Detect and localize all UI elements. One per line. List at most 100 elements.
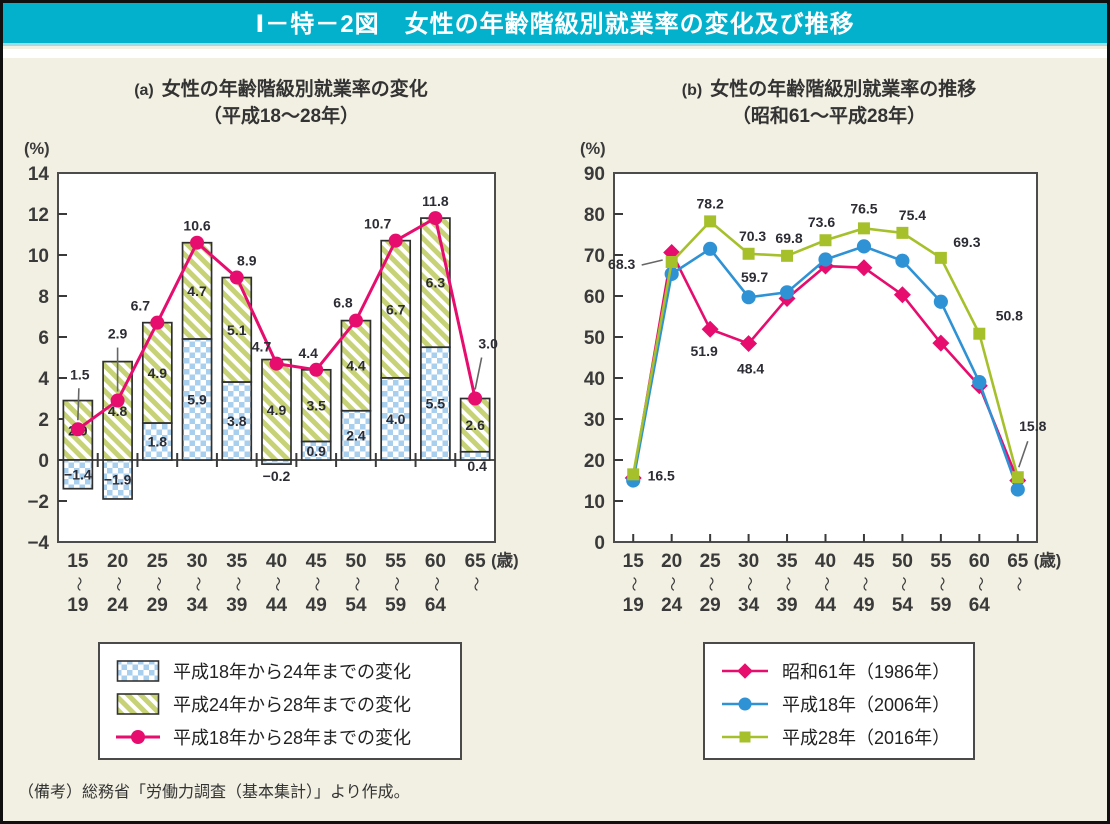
svg-text:70.3: 70.3	[739, 228, 766, 244]
legend-a-label-1: 平成18年から24年までの変化	[173, 661, 412, 682]
svg-text:5.1: 5.1	[227, 322, 247, 338]
svg-text:6: 6	[38, 328, 49, 349]
svg-text:〜: 〜	[664, 576, 681, 591]
svg-text:12: 12	[28, 205, 49, 226]
svg-text:〜: 〜	[741, 576, 758, 591]
svg-text:〜: 〜	[388, 576, 405, 591]
svg-text:3.0: 3.0	[478, 336, 498, 352]
svg-text:50: 50	[892, 551, 913, 572]
svg-text:15.8: 15.8	[1019, 418, 1046, 434]
svg-text:(歳): (歳)	[1034, 550, 1062, 570]
svg-text:15: 15	[67, 551, 89, 572]
panel-b-label: (b)	[681, 82, 703, 99]
svg-text:2.4: 2.4	[346, 427, 366, 443]
panel-b-title-text: 女性の年齢階級別就業率の推移	[710, 79, 977, 100]
hatch-swatch	[116, 692, 160, 715]
svg-text:2: 2	[38, 410, 49, 431]
svg-text:30: 30	[584, 410, 605, 431]
svg-text:34: 34	[738, 595, 760, 616]
svg-text:76.5: 76.5	[850, 200, 877, 216]
svg-text:−1.9: −1.9	[104, 471, 132, 487]
legend-b-label-2: 平成18年（2006年）	[782, 694, 951, 715]
svg-text:16.5: 16.5	[648, 467, 675, 483]
svg-text:〜: 〜	[856, 576, 873, 591]
svg-text:4: 4	[38, 369, 49, 390]
svg-text:20: 20	[584, 451, 605, 472]
panel-a-title: (a) 女性の年齢階級別就業率の変化 （平成18～28年）	[7, 77, 555, 130]
svg-text:4.7: 4.7	[252, 339, 272, 355]
svg-text:60: 60	[425, 551, 446, 572]
svg-text:19: 19	[67, 595, 88, 616]
svg-text:78.2: 78.2	[697, 195, 724, 211]
svg-text:40: 40	[584, 369, 605, 390]
svg-text:0.9: 0.9	[306, 443, 326, 459]
legend-b-row-1: 昭和61年（1986年）	[721, 654, 973, 687]
svg-text:4.9: 4.9	[148, 365, 168, 381]
svg-text:(%): (%)	[580, 140, 606, 158]
svg-text:1.5: 1.5	[70, 366, 90, 382]
svg-text:54: 54	[892, 595, 914, 616]
panel-b-title: (b) 女性の年齢階級別就業率の推移 （昭和61～平成28年）	[555, 77, 1103, 130]
legend-a-row-3: 平成18年から28年までの変化	[116, 720, 460, 753]
figure-title: Ⅰ－特－2図 女性の年齢階級別就業率の変化及び推移	[255, 11, 855, 38]
svg-text:30: 30	[738, 551, 759, 572]
panel-a-subtitle: （平成18～28年）	[202, 106, 360, 127]
svg-text:3.8: 3.8	[227, 413, 247, 429]
svg-text:73.6: 73.6	[808, 214, 835, 230]
svg-text:25: 25	[700, 551, 722, 572]
svg-text:80: 80	[584, 205, 605, 226]
svg-text:45: 45	[853, 551, 875, 572]
svg-text:〜: 〜	[933, 576, 950, 591]
svg-text:60: 60	[584, 287, 605, 308]
svg-text:6.8: 6.8	[333, 295, 353, 311]
svg-text:2.6: 2.6	[465, 417, 485, 433]
svg-text:4.8: 4.8	[108, 403, 128, 419]
svg-text:64: 64	[425, 595, 447, 616]
svg-text:1.8: 1.8	[148, 434, 168, 450]
svg-text:65: 65	[465, 551, 487, 572]
svg-text:5.9: 5.9	[187, 392, 207, 408]
svg-text:4.4: 4.4	[346, 358, 366, 374]
svg-text:〜: 〜	[229, 576, 246, 591]
svg-text:〜: 〜	[189, 576, 206, 591]
svg-text:0: 0	[38, 451, 49, 472]
svg-text:44: 44	[815, 595, 837, 616]
svg-text:〜: 〜	[467, 576, 484, 591]
svg-text:6.3: 6.3	[426, 275, 446, 291]
svg-text:4.0: 4.0	[386, 411, 406, 427]
svg-text:(歳): (歳)	[491, 550, 519, 570]
checker-swatch	[116, 659, 160, 682]
circle-marker-swatch	[722, 697, 768, 710]
panel-a-label: (a)	[134, 82, 154, 99]
svg-text:5.5: 5.5	[426, 396, 446, 412]
svg-text:35: 35	[776, 551, 798, 572]
svg-text:6.7: 6.7	[131, 298, 151, 314]
svg-text:〜: 〜	[625, 576, 642, 591]
svg-text:49: 49	[853, 595, 874, 616]
svg-text:〜: 〜	[427, 576, 444, 591]
svg-text:〜: 〜	[348, 576, 365, 591]
svg-text:4.4: 4.4	[298, 345, 318, 361]
svg-text:39: 39	[226, 595, 247, 616]
svg-text:24: 24	[661, 595, 683, 616]
legend-a-label-2: 平成24年から28年までの変化	[173, 694, 412, 715]
svg-text:−2: −2	[27, 492, 49, 513]
legend-a-row-1: 平成18年から24年までの変化	[116, 654, 460, 687]
svg-text:〜: 〜	[110, 576, 127, 591]
svg-text:〜: 〜	[149, 576, 166, 591]
svg-text:34: 34	[186, 595, 208, 616]
svg-text:2.9: 2.9	[108, 326, 128, 342]
svg-text:55: 55	[930, 551, 952, 572]
legend-a-row-2: 平成24年から28年までの変化	[116, 687, 460, 720]
svg-text:50: 50	[345, 551, 366, 572]
svg-text:50: 50	[584, 328, 605, 349]
svg-text:4.7: 4.7	[187, 283, 207, 299]
svg-text:〜: 〜	[70, 576, 87, 591]
header-divider	[3, 49, 1107, 58]
svg-text:10.6: 10.6	[183, 218, 210, 234]
svg-text:11.8: 11.8	[422, 193, 449, 209]
svg-text:68.3: 68.3	[608, 256, 635, 272]
svg-text:(%): (%)	[24, 140, 50, 158]
source-note: （備考）総務省「労働力調査（基本集計）」より作成。	[18, 784, 410, 801]
